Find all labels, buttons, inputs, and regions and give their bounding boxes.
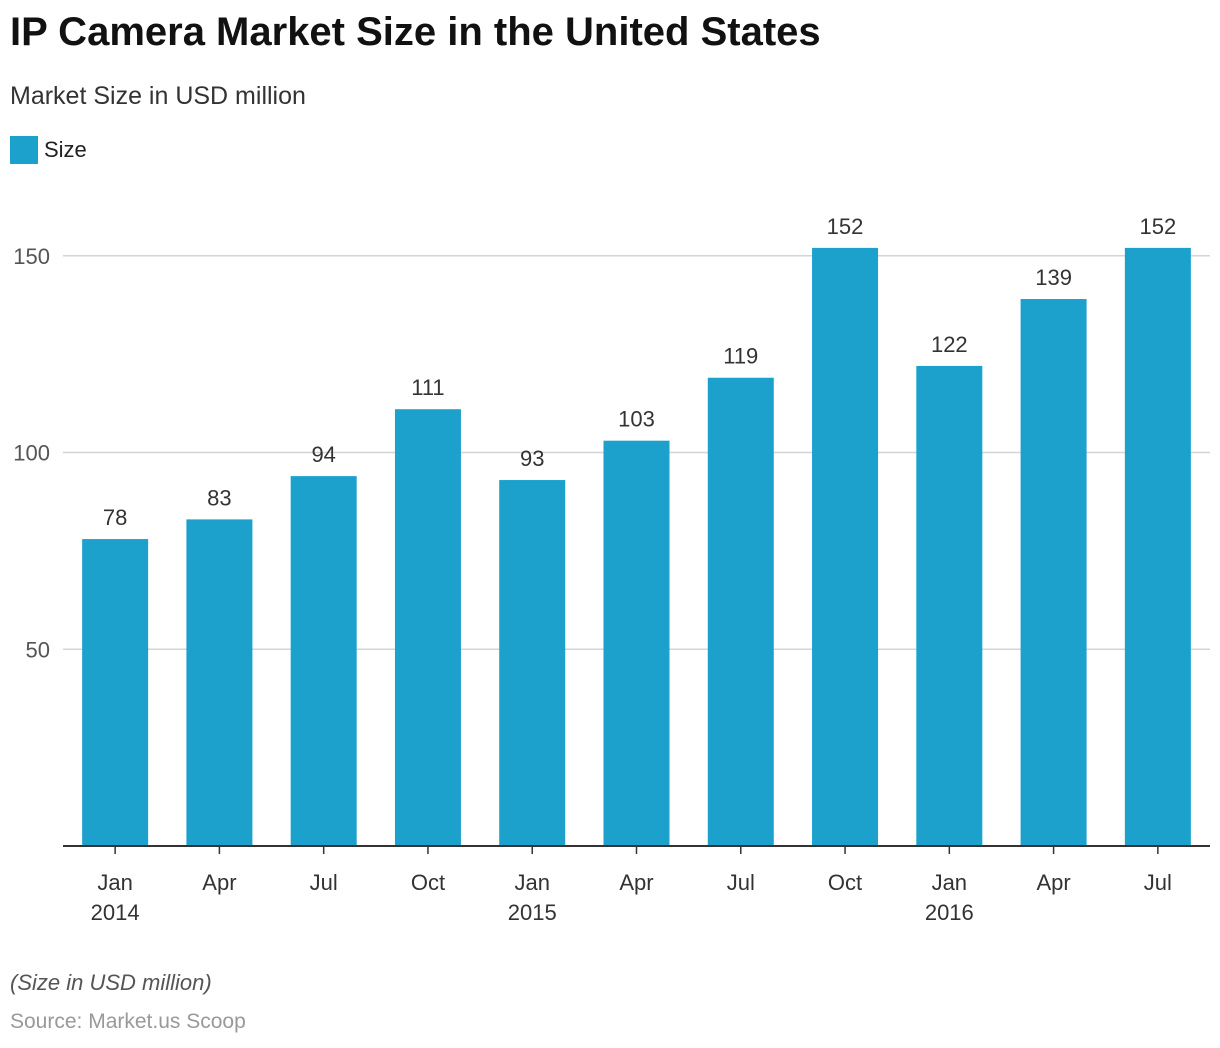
x-tick-label: Apr: [619, 870, 653, 895]
data-label: 139: [1035, 265, 1072, 290]
data-label: 93: [520, 446, 544, 471]
data-label: 152: [1140, 214, 1177, 239]
chart-title: IP Camera Market Size in the United Stat…: [10, 10, 821, 54]
bar: [1124, 247, 1191, 846]
unit-note: (Size in USD million): [10, 970, 212, 995]
bar: [1020, 299, 1087, 846]
source-note: Source: Market.us Scoop: [10, 1010, 246, 1033]
bar: [499, 480, 566, 846]
y-tick-label: 50: [26, 637, 50, 662]
x-tick-label: Apr: [202, 870, 236, 895]
x-tick-label: Jan: [97, 870, 132, 895]
y-tick-label: 150: [13, 244, 50, 269]
legend-swatch: [10, 136, 38, 164]
data-label: 152: [827, 214, 864, 239]
chart-subtitle: Market Size in USD million: [10, 82, 306, 110]
bar: [812, 247, 879, 846]
bar-chart: 50 100 150 78 Jan 2014 83 Apr 94 Jul 111 Oct 93 Jan 20…: [13, 214, 1210, 925]
data-label: 78: [103, 505, 127, 530]
bar: [603, 440, 670, 846]
x-tick-label: Jul: [310, 870, 338, 895]
bar: [916, 365, 983, 846]
bar: [186, 519, 253, 846]
x-tick-label: 2014: [91, 900, 140, 925]
x-tick-label: Jul: [1144, 870, 1172, 895]
bar: [82, 539, 149, 846]
bar: [290, 476, 357, 846]
data-label: 83: [207, 485, 231, 510]
data-label: 119: [723, 344, 758, 369]
x-tick-label: Oct: [828, 870, 862, 895]
x-tick-label: Jan: [514, 870, 549, 895]
x-tick-label: Jan: [932, 870, 967, 895]
legend-label: Size: [44, 137, 87, 162]
legend: Size: [10, 136, 87, 164]
data-label: 122: [931, 332, 968, 357]
y-tick-label: 100: [13, 441, 50, 466]
x-tick-label: Apr: [1036, 870, 1070, 895]
bar: [394, 409, 461, 846]
bar: [707, 377, 774, 846]
data-label: 94: [311, 442, 335, 467]
x-tick-label: Oct: [411, 870, 445, 895]
data-label: 103: [618, 407, 655, 432]
x-tick-label: Jul: [727, 870, 755, 895]
data-label: 111: [411, 375, 444, 400]
x-tick-label: 2015: [508, 900, 557, 925]
x-tick-label: 2016: [925, 900, 974, 925]
